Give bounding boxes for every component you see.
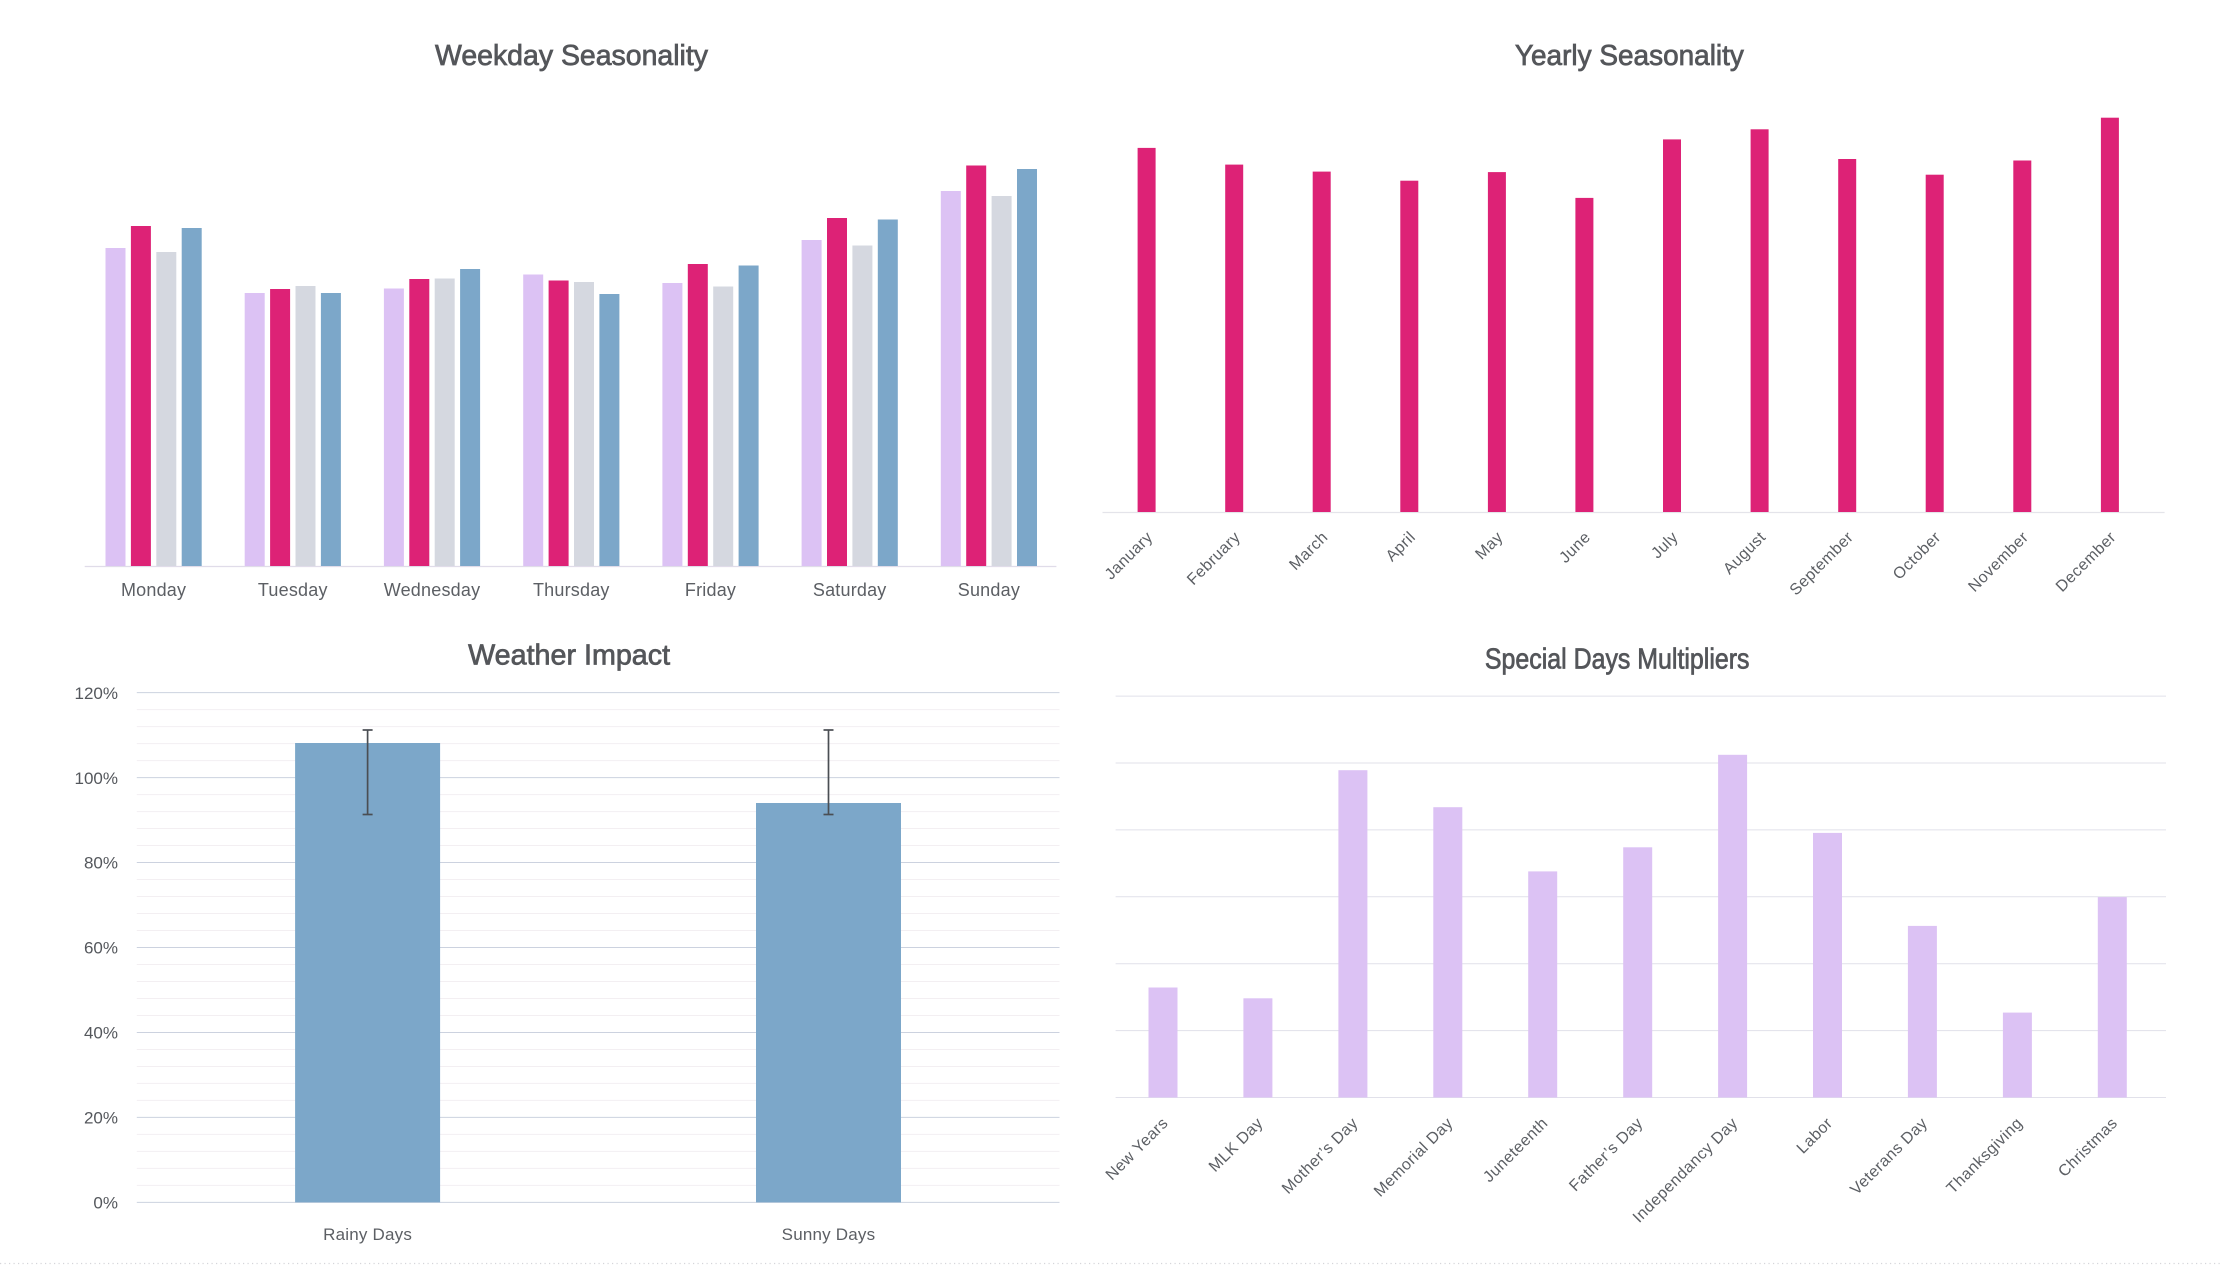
- svg-text:November: November: [1965, 529, 2032, 596]
- svg-text:Mother’s Day: Mother’s Day: [1279, 1115, 1362, 1198]
- svg-text:Weather Impact: Weather Impact: [468, 640, 670, 672]
- svg-text:0%: 0%: [93, 1194, 118, 1213]
- svg-text:Labor: Labor: [1794, 1115, 1837, 1158]
- svg-text:100%: 100%: [75, 769, 118, 788]
- svg-text:Weekday Seasonality: Weekday Seasonality: [435, 40, 708, 72]
- svg-text:Christmas: Christmas: [2055, 1115, 2121, 1181]
- svg-text:Tuesday: Tuesday: [258, 580, 328, 600]
- svg-text:Yearly Seasonality: Yearly Seasonality: [1515, 40, 1744, 72]
- svg-text:60%: 60%: [84, 939, 118, 958]
- svg-text:Father’s Day: Father’s Day: [1566, 1115, 1646, 1195]
- svg-text:January: January: [1102, 529, 1157, 584]
- svg-text:September: September: [1787, 529, 1857, 599]
- svg-text:May: May: [1472, 529, 1506, 563]
- svg-text:July: July: [1648, 529, 1681, 562]
- svg-text:40%: 40%: [84, 1024, 118, 1043]
- svg-text:April: April: [1383, 529, 1419, 565]
- svg-text:20%: 20%: [84, 1109, 118, 1128]
- svg-text:Special Days Multipliers: Special Days Multipliers: [1485, 643, 1750, 675]
- svg-text:New Years: New Years: [1103, 1115, 1172, 1184]
- svg-text:August: August: [1720, 529, 1769, 578]
- svg-text:Thursday: Thursday: [533, 580, 610, 600]
- svg-text:October: October: [1890, 529, 1945, 584]
- svg-text:Thanksgiving: Thanksgiving: [1944, 1115, 2027, 1198]
- svg-text:Saturday: Saturday: [813, 580, 887, 600]
- svg-text:June: June: [1556, 529, 1594, 567]
- svg-text:Friday: Friday: [685, 580, 736, 600]
- svg-text:Rainy Days: Rainy Days: [323, 1225, 412, 1244]
- svg-text:Sunny Days: Sunny Days: [782, 1225, 876, 1244]
- svg-text:December: December: [2053, 529, 2120, 596]
- svg-text:Independancy Day: Independancy Day: [1630, 1115, 1741, 1226]
- svg-text:80%: 80%: [84, 854, 118, 873]
- svg-text:Veterans Day: Veterans Day: [1847, 1115, 1931, 1199]
- svg-text:MLK Day: MLK Day: [1206, 1115, 1267, 1176]
- svg-text:Sunday: Sunday: [958, 580, 1020, 600]
- svg-text:February: February: [1184, 529, 1244, 589]
- svg-text:Memorial Day: Memorial Day: [1371, 1115, 1457, 1201]
- svg-text:Juneteenth: Juneteenth: [1480, 1115, 1551, 1186]
- svg-text:120%: 120%: [75, 684, 118, 703]
- svg-text:Wednesday: Wednesday: [384, 580, 481, 600]
- svg-text:March: March: [1286, 529, 1331, 574]
- svg-text:Monday: Monday: [121, 580, 186, 600]
